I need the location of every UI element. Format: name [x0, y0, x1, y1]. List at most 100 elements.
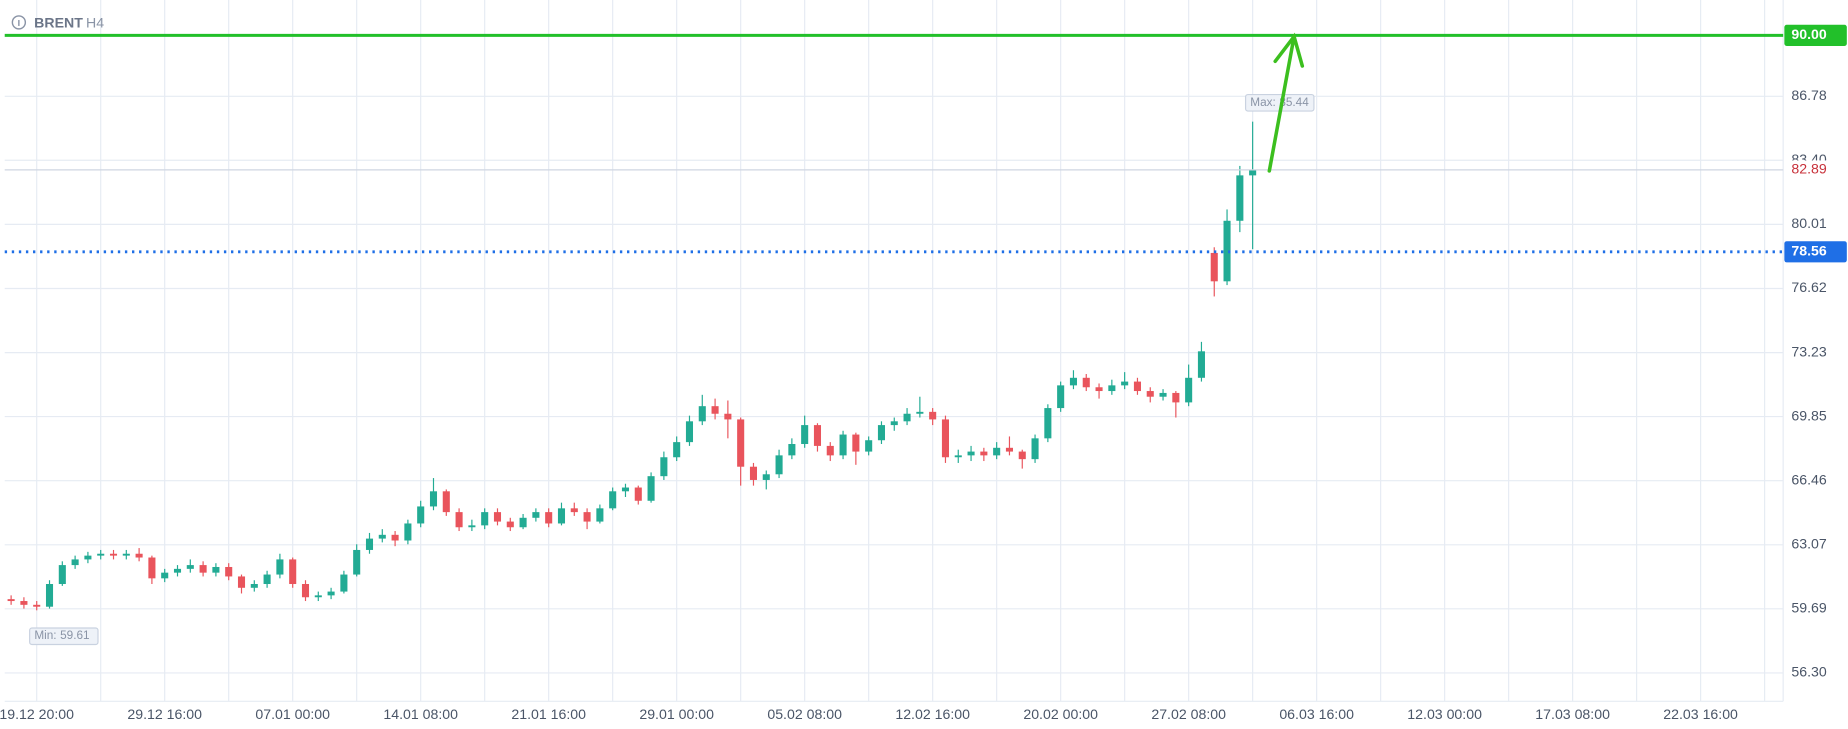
candle-body: [852, 434, 860, 452]
y-tick-label: 86.78: [1791, 87, 1826, 103]
candle-body: [455, 512, 463, 528]
x-tick-label: 14.01 08:00: [383, 706, 458, 722]
x-tick-label: 06.03 16:00: [1279, 706, 1354, 722]
candle-body: [1185, 377, 1193, 403]
extreme-label: Max: 85.44: [1250, 96, 1309, 109]
candle-body: [941, 419, 949, 458]
candle-body: [186, 565, 194, 569]
extreme-label-text: Min:: [34, 629, 56, 642]
candle-body: [954, 455, 962, 458]
candle-body: [532, 512, 540, 518]
candle-body: [301, 584, 310, 598]
candle-body: [698, 406, 706, 422]
candle-body: [1236, 175, 1244, 221]
candle-body: [1172, 392, 1180, 403]
candle-body: [1044, 408, 1052, 439]
candle-body: [660, 457, 668, 477]
x-tick-label: 20.02 00:00: [1023, 706, 1098, 722]
candle-body: [980, 451, 988, 456]
symbol: BRENT: [34, 14, 83, 30]
x-tick-label: 29.01 00:00: [639, 706, 714, 722]
x-tick-label: 05.02 08:00: [767, 706, 842, 722]
candle-body: [1082, 377, 1090, 388]
candle-body: [45, 584, 54, 607]
candle-body: [84, 555, 92, 560]
candle-body: [1108, 385, 1116, 392]
candle-body: [353, 549, 361, 575]
candle-body: [583, 512, 591, 522]
price-level-label: 78.56: [1791, 243, 1826, 259]
candle-body: [1069, 377, 1077, 386]
candle-body: [1057, 385, 1065, 409]
info-icon[interactable]: [11, 15, 27, 30]
candle-body: [225, 566, 233, 577]
timeframe: H4: [86, 14, 104, 30]
candle-body: [263, 574, 271, 585]
candle-body: [788, 444, 796, 456]
candle-body: [7, 599, 15, 602]
candle-body: [801, 425, 809, 445]
extreme-label: Min: 59.61: [34, 629, 89, 642]
candle-body: [903, 413, 911, 422]
candle-body: [557, 508, 566, 524]
current-price-box: [1784, 160, 1846, 180]
header[interactable]: BRENT H4: [11, 14, 104, 30]
candle-body: [1018, 451, 1026, 460]
x-tick-label: 21.01 16:00: [511, 706, 586, 722]
candle-body: [916, 411, 924, 414]
x-tick-label: 12.02 16:00: [895, 706, 970, 722]
candle-body: [212, 566, 220, 573]
x-tick-label: 27.02 08:00: [1151, 706, 1226, 722]
price-level-label: 90.00: [1791, 26, 1826, 42]
candle-body: [570, 508, 578, 513]
candle-body: [58, 565, 66, 585]
candle-body: [97, 553, 105, 556]
y-tick-label: 76.62: [1791, 279, 1826, 295]
candle-body: [1121, 381, 1129, 386]
candles: [7, 121, 1257, 611]
candle-body: [647, 476, 655, 501]
candle-body: [481, 512, 489, 526]
y-tick-label: 80.01: [1791, 215, 1826, 231]
candle-body: [596, 508, 604, 522]
trend-arrow: [1267, 32, 1305, 173]
candle-body: [289, 559, 297, 585]
x-tick-label: 19.12 20:00: [0, 706, 74, 722]
x-tick-label: 07.01 00:00: [255, 706, 330, 722]
y-tick-label: 69.85: [1791, 407, 1826, 423]
y-tick-label: 56.30: [1791, 664, 1826, 680]
candle-body: [993, 447, 1001, 456]
candle-body: [1249, 169, 1257, 176]
candle-body: [173, 568, 182, 573]
candle-body: [148, 557, 156, 579]
candle-body: [1223, 220, 1231, 282]
candle-body: [109, 553, 118, 556]
candle-body: [1146, 391, 1154, 397]
extreme-label-box: [29, 627, 99, 646]
candle-body: [865, 440, 873, 452]
candle-body: [404, 523, 412, 541]
candle-body: [609, 491, 617, 509]
candle-body: [621, 487, 630, 492]
candle-body: [33, 604, 41, 607]
candle-body: [250, 584, 258, 588]
candle-body: [314, 595, 322, 598]
candle-body: [749, 466, 758, 480]
candle-body: [506, 521, 514, 528]
current-price-label: 82.89: [1791, 161, 1826, 177]
y-tick-label: 63.07: [1791, 536, 1826, 552]
price-level-box: [1784, 24, 1847, 46]
candle-body: [468, 525, 476, 528]
candle-body: [493, 512, 502, 522]
candle-body: [1095, 387, 1103, 392]
candle-body: [135, 553, 143, 558]
extreme-label-value: 85.44: [1279, 96, 1309, 109]
candle-body: [237, 576, 246, 588]
arrow-head: [1273, 32, 1305, 68]
candle-body: [890, 421, 898, 426]
candle-body: [417, 506, 425, 524]
y-tick-label: 73.23: [1791, 343, 1826, 359]
candle-body: [877, 425, 886, 441]
